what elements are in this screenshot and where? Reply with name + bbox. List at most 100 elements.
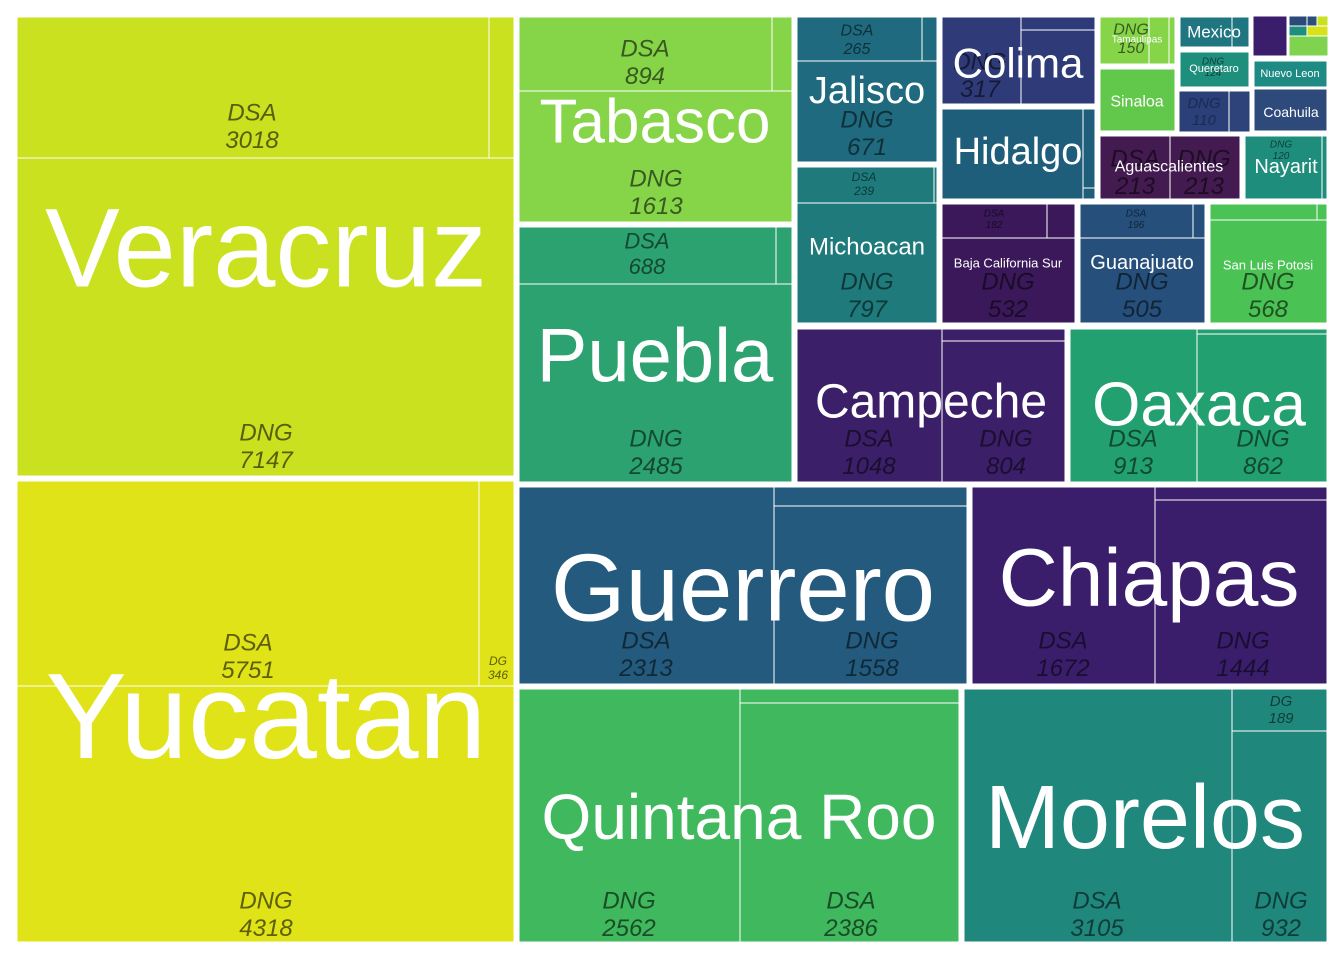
- tile-hidalgo-other-0[interactable]: [940, 107, 1084, 201]
- tile-guerrero-other-2[interactable]: [773, 485, 969, 507]
- tile-guanajuato-other-2[interactable]: [1192, 202, 1207, 239]
- tile-san-luis-potosi-other-1[interactable]: [1208, 202, 1318, 221]
- group-border-san-luis-potosi: [1207, 201, 1330, 326]
- sublabel-value-colima-0: 317: [960, 76, 1002, 103]
- group-border-coahuila: [1251, 86, 1330, 134]
- sublabel-category-tabasco-0: DNG: [629, 165, 682, 192]
- tile-baja-california-sur-other-2[interactable]: [1046, 202, 1077, 239]
- tile-puebla-dng-0[interactable]: [517, 283, 794, 484]
- state-label-baja-california-sur: Baja California Sur: [954, 256, 1063, 271]
- sublabel-value-yucatan-1: 4318: [239, 915, 293, 942]
- tile-hidalgo-other-2[interactable]: [1082, 187, 1097, 201]
- sublabel-category-baja-california-sur-0: DNG: [981, 268, 1034, 295]
- tiny-tile-0[interactable]: [1252, 15, 1288, 57]
- tiny-tile-1[interactable]: [1288, 15, 1308, 27]
- tile-chiapas-dsa-0[interactable]: [970, 485, 1156, 686]
- tile-michoacan-dsa-1[interactable]: [795, 165, 935, 204]
- tile-campeche-dng-1[interactable]: [941, 340, 1067, 484]
- tile-oaxaca-dng-1[interactable]: [1196, 333, 1329, 484]
- tile-quintana-roo-dng-0[interactable]: [517, 687, 741, 944]
- tile-jalisco-other-2[interactable]: [921, 15, 939, 62]
- tile-yucatan-dng-1[interactable]: [15, 685, 516, 944]
- sublabel-michoacan-1: DSA 239: [852, 170, 877, 198]
- tile-colima-dng-0[interactable]: [940, 15, 1022, 106]
- state-label-yucatan: Yucatan: [46, 648, 487, 784]
- group-border-guerrero: [516, 484, 970, 687]
- tile-jalisco-dsa-1[interactable]: [795, 15, 923, 62]
- group-border-guanajuato: [1077, 201, 1208, 326]
- tile-veracruz-other-2[interactable]: [488, 15, 516, 159]
- sublabel-value-tamaulipas-0: 150: [1118, 40, 1145, 57]
- sublabel-value-quintana-roo-0: 2562: [601, 915, 655, 942]
- tile-chiapas-dng-1[interactable]: [1154, 499, 1329, 686]
- sublabel-category-campeche-1: DNG: [979, 425, 1032, 452]
- state-label-coahuila: Coahuila: [1263, 104, 1318, 120]
- state-label-campeche: Campeche: [815, 376, 1047, 429]
- sublabel-value-veracruz-0: 7147: [239, 447, 294, 474]
- tiny-tile-2[interactable]: [1288, 25, 1308, 37]
- tile-tabasco-dsa-1[interactable]: [517, 15, 773, 92]
- sublabel-category-tabasco-1: DSA: [620, 35, 669, 62]
- tile-morelos-dng-1[interactable]: [1231, 730, 1329, 944]
- tile-veracruz-dng-0[interactable]: [15, 157, 516, 478]
- tile-aguascalientes-dsa-0[interactable]: [1098, 134, 1171, 201]
- tile-campeche-other-2[interactable]: [941, 327, 1067, 342]
- tile-san-luis-potosi-other-2[interactable]: [1316, 202, 1329, 221]
- tile-morelos-dsa-0[interactable]: [962, 687, 1233, 944]
- sublabel-veracruz-1: DSA 3018: [225, 99, 279, 154]
- sublabel-value-puebla-0: 2485: [628, 453, 683, 480]
- sublabel-category-veracruz-0: DNG: [239, 419, 292, 446]
- tile-coahuila-other-0[interactable]: [1252, 87, 1329, 133]
- state-label-aguascalientes: Aguascalientes: [1115, 159, 1224, 176]
- sublabel-yucatan-2: DG 346: [488, 654, 508, 682]
- tile-tabasco-other-2[interactable]: [771, 15, 794, 92]
- sublabel-value-quintana-roo-1: 2386: [823, 915, 878, 942]
- sublabel-category-guerrero-0: DSA: [621, 627, 670, 654]
- sublabel-chiapas-0: DSA 1672: [1036, 627, 1089, 682]
- tile-quintana-roo-other-2[interactable]: [739, 687, 961, 704]
- sublabel-colima-0: DNG 317: [953, 48, 1006, 103]
- tile-guerrero-dng-1[interactable]: [773, 505, 969, 686]
- tile-morelos-dg-2[interactable]: [1231, 687, 1329, 732]
- sublabel-jalisco-1: DSA 265: [841, 23, 874, 58]
- sublabel-quintana-roo-1: DSA 2386: [823, 887, 878, 942]
- tile-quintana-roo-dsa-1[interactable]: [739, 702, 961, 944]
- tiny-tile-6[interactable]: [1288, 35, 1329, 57]
- tiny-tile-4[interactable]: [1316, 15, 1329, 27]
- tile-guanajuato-dsa-1[interactable]: [1078, 202, 1194, 239]
- tile-nuevo-leon-other-0[interactable]: [1252, 59, 1329, 89]
- tile-puebla-other-2[interactable]: [775, 225, 794, 285]
- tile-small-dng-110[interactable]: [1178, 90, 1230, 133]
- state-label-michoacan: Michoacan: [809, 234, 925, 261]
- tiny-tile-3[interactable]: [1306, 15, 1318, 27]
- group-border-baja-california-sur: [939, 201, 1078, 326]
- tile-baja-california-sur-dng-0[interactable]: [940, 237, 1077, 325]
- state-label-morelos: Morelos: [985, 768, 1305, 868]
- group-border-tabasco: [516, 14, 795, 225]
- group-border-hidalgo: [939, 106, 1098, 202]
- tile-michoacan-dng-0[interactable]: [795, 202, 939, 325]
- sublabel-value-guerrero-1: 1558: [845, 655, 899, 682]
- tile-chiapas-other-2[interactable]: [1154, 485, 1329, 501]
- group-border-yucatan: [14, 478, 517, 945]
- tile-guanajuato-dng-0[interactable]: [1078, 237, 1207, 325]
- state-label-veracruz: Veracruz: [45, 186, 487, 311]
- tile-yucatan-dg-2[interactable]: [478, 479, 516, 687]
- sublabel-morelos-1: DNG 932: [1254, 887, 1307, 942]
- tile-yucatan-dsa-0[interactable]: [15, 479, 480, 687]
- sublabel-category-veracruz-1: DSA: [227, 99, 276, 126]
- tile-hidalgo-other-1[interactable]: [1082, 107, 1097, 189]
- state-label-nuevo-leon: Nuevo Leon: [1260, 68, 1319, 80]
- sublabel-value-baja-california-sur-0: 532: [988, 296, 1028, 323]
- sublabel-value-puebla-1: 688: [629, 254, 666, 279]
- tiny-tile-5[interactable]: [1306, 25, 1329, 37]
- tile-small-other[interactable]: [1228, 90, 1251, 133]
- sublabel-category-aguascalientes-1: DNG: [1177, 145, 1230, 172]
- group-border-nayarit: [1242, 133, 1330, 202]
- group-border-colima: [939, 14, 1098, 107]
- tile-nayarit-dng-0[interactable]: [1243, 134, 1323, 201]
- tile-colima-other-2[interactable]: [1020, 15, 1097, 31]
- sublabel-category-aguascalientes-0: DSA: [1110, 145, 1159, 172]
- sublabel-category-tamaulipas-0: DNG: [1113, 22, 1149, 39]
